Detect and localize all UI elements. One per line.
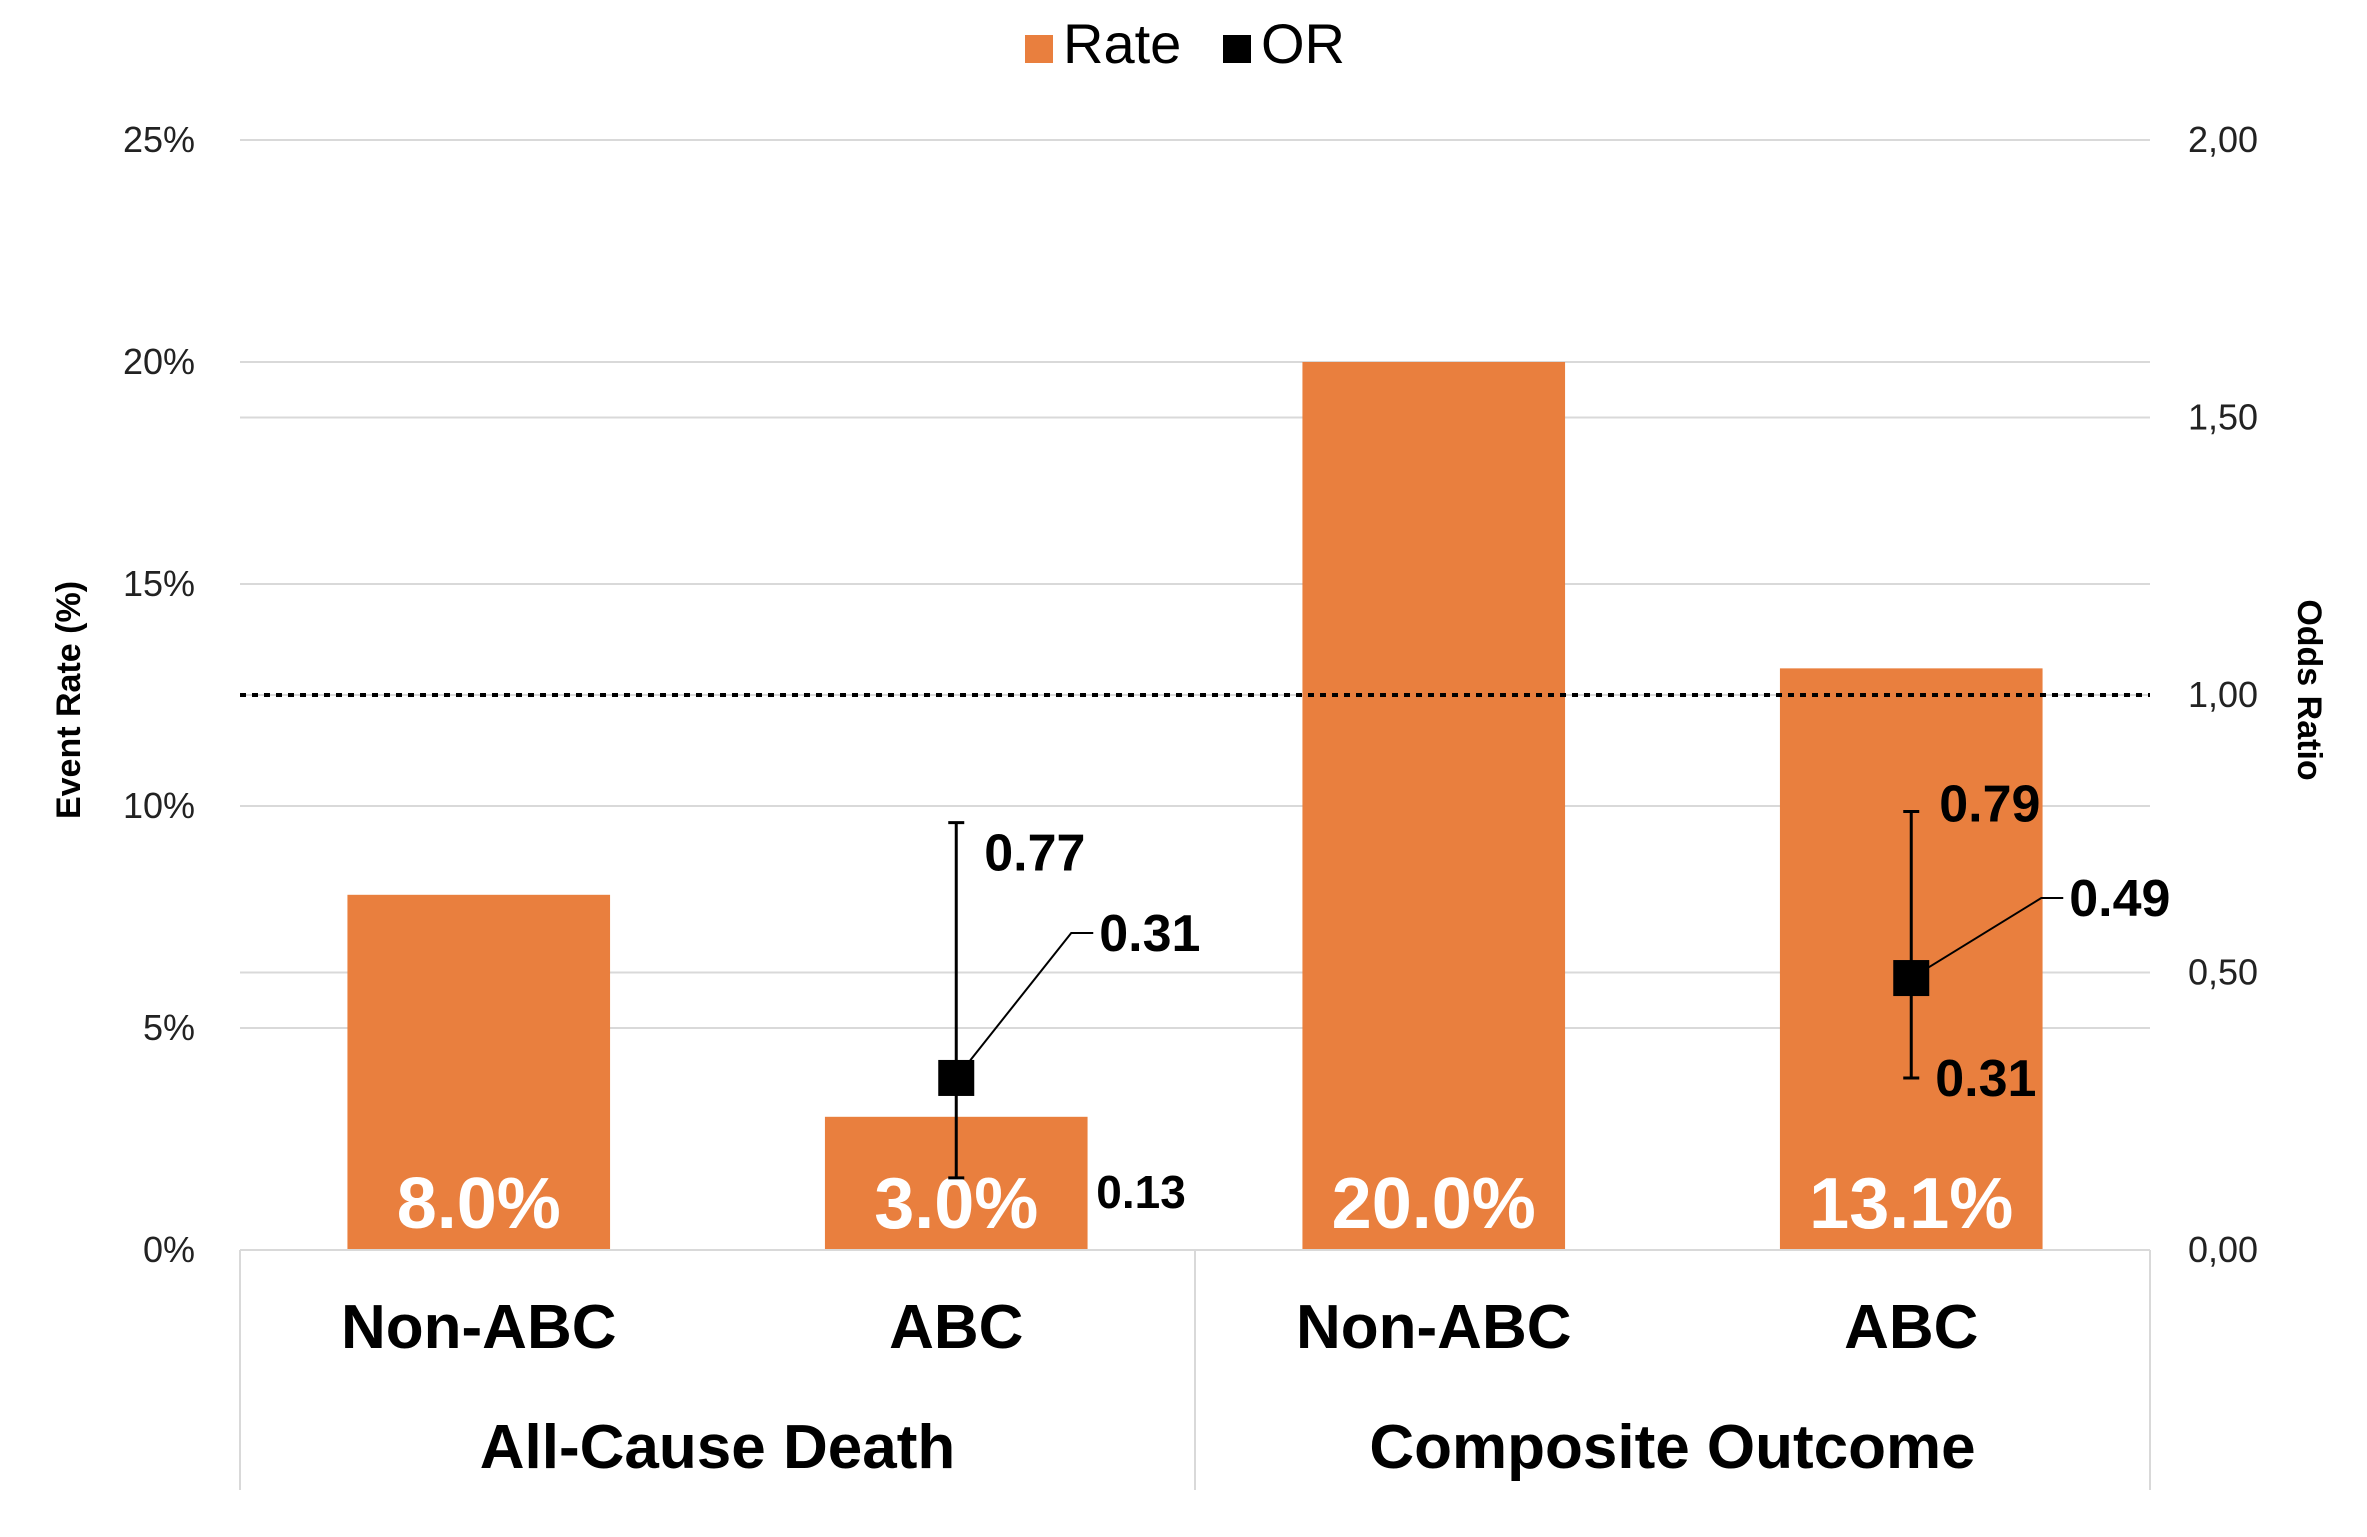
y-axis-title: Event Rate (%)	[50, 581, 88, 819]
y-tick-label: 10%	[123, 785, 195, 826]
legend-label: Rate	[1063, 12, 1181, 75]
y-tick-label: 5%	[143, 1007, 195, 1048]
or-label-leader	[955, 931, 1094, 1079]
or-low-label: 0.13	[1096, 1166, 1186, 1218]
y2-tick-label: 0,00	[2188, 1229, 2258, 1270]
y2-tick-label: 2,00	[2188, 119, 2258, 160]
y2-tick-label: 1,50	[2188, 397, 2258, 438]
x-tick-label: Non-ABC	[341, 1293, 617, 1362]
rate-bar-label: 20.0%	[1332, 1164, 1536, 1244]
rate-bar	[347, 894, 611, 1250]
y2-tick-label: 0,50	[2188, 952, 2258, 993]
legend-label: OR	[1261, 12, 1345, 75]
or-high-label: 0.79	[1939, 776, 2040, 834]
x-group-label: Composite Outcome	[1369, 1413, 1975, 1482]
rate-bars: 8.0% 3.0% 20.0% 13.1%	[347, 362, 2043, 1250]
y-tick-label: 20%	[123, 341, 195, 382]
or-high-label: 0.77	[984, 825, 1085, 883]
x-tick-label: ABC	[889, 1293, 1023, 1362]
or-low-label: 0.31	[1935, 1050, 2036, 1108]
y-tick-label: 25%	[123, 119, 195, 160]
or-value-label: 0.31	[1099, 905, 1200, 963]
x-group-label: All-Cause Death	[480, 1413, 955, 1482]
legend-swatch-or	[1223, 35, 1251, 63]
legend-swatch-rate	[1025, 35, 1053, 63]
y2-axis-title: Odds Ratio	[2290, 599, 2328, 780]
x-tick-label: ABC	[1844, 1293, 1978, 1362]
y2-tick-label: 1,00	[2188, 674, 2258, 715]
legend: Rate OR	[1025, 12, 1345, 75]
or-value-label: 0.49	[2069, 870, 2170, 928]
x-tick-label: Non-ABC	[1296, 1293, 1572, 1362]
y-tick-label: 15%	[123, 563, 195, 604]
odds-ratio-series: 0.310.770.130.490.790.31	[938, 776, 2170, 1218]
rate-bar-label: 13.1%	[1809, 1164, 2013, 1244]
y-tick-label: 0%	[143, 1229, 195, 1270]
or-label-leader	[1910, 897, 2064, 979]
rate-bar-label: 8.0%	[397, 1164, 561, 1244]
rate-bar	[1302, 362, 1566, 1250]
axes: 0% 5% 10% 15% 20% 25% 0,00 0,50 1,00 1,50 2,00 Non-…	[123, 119, 2258, 1490]
